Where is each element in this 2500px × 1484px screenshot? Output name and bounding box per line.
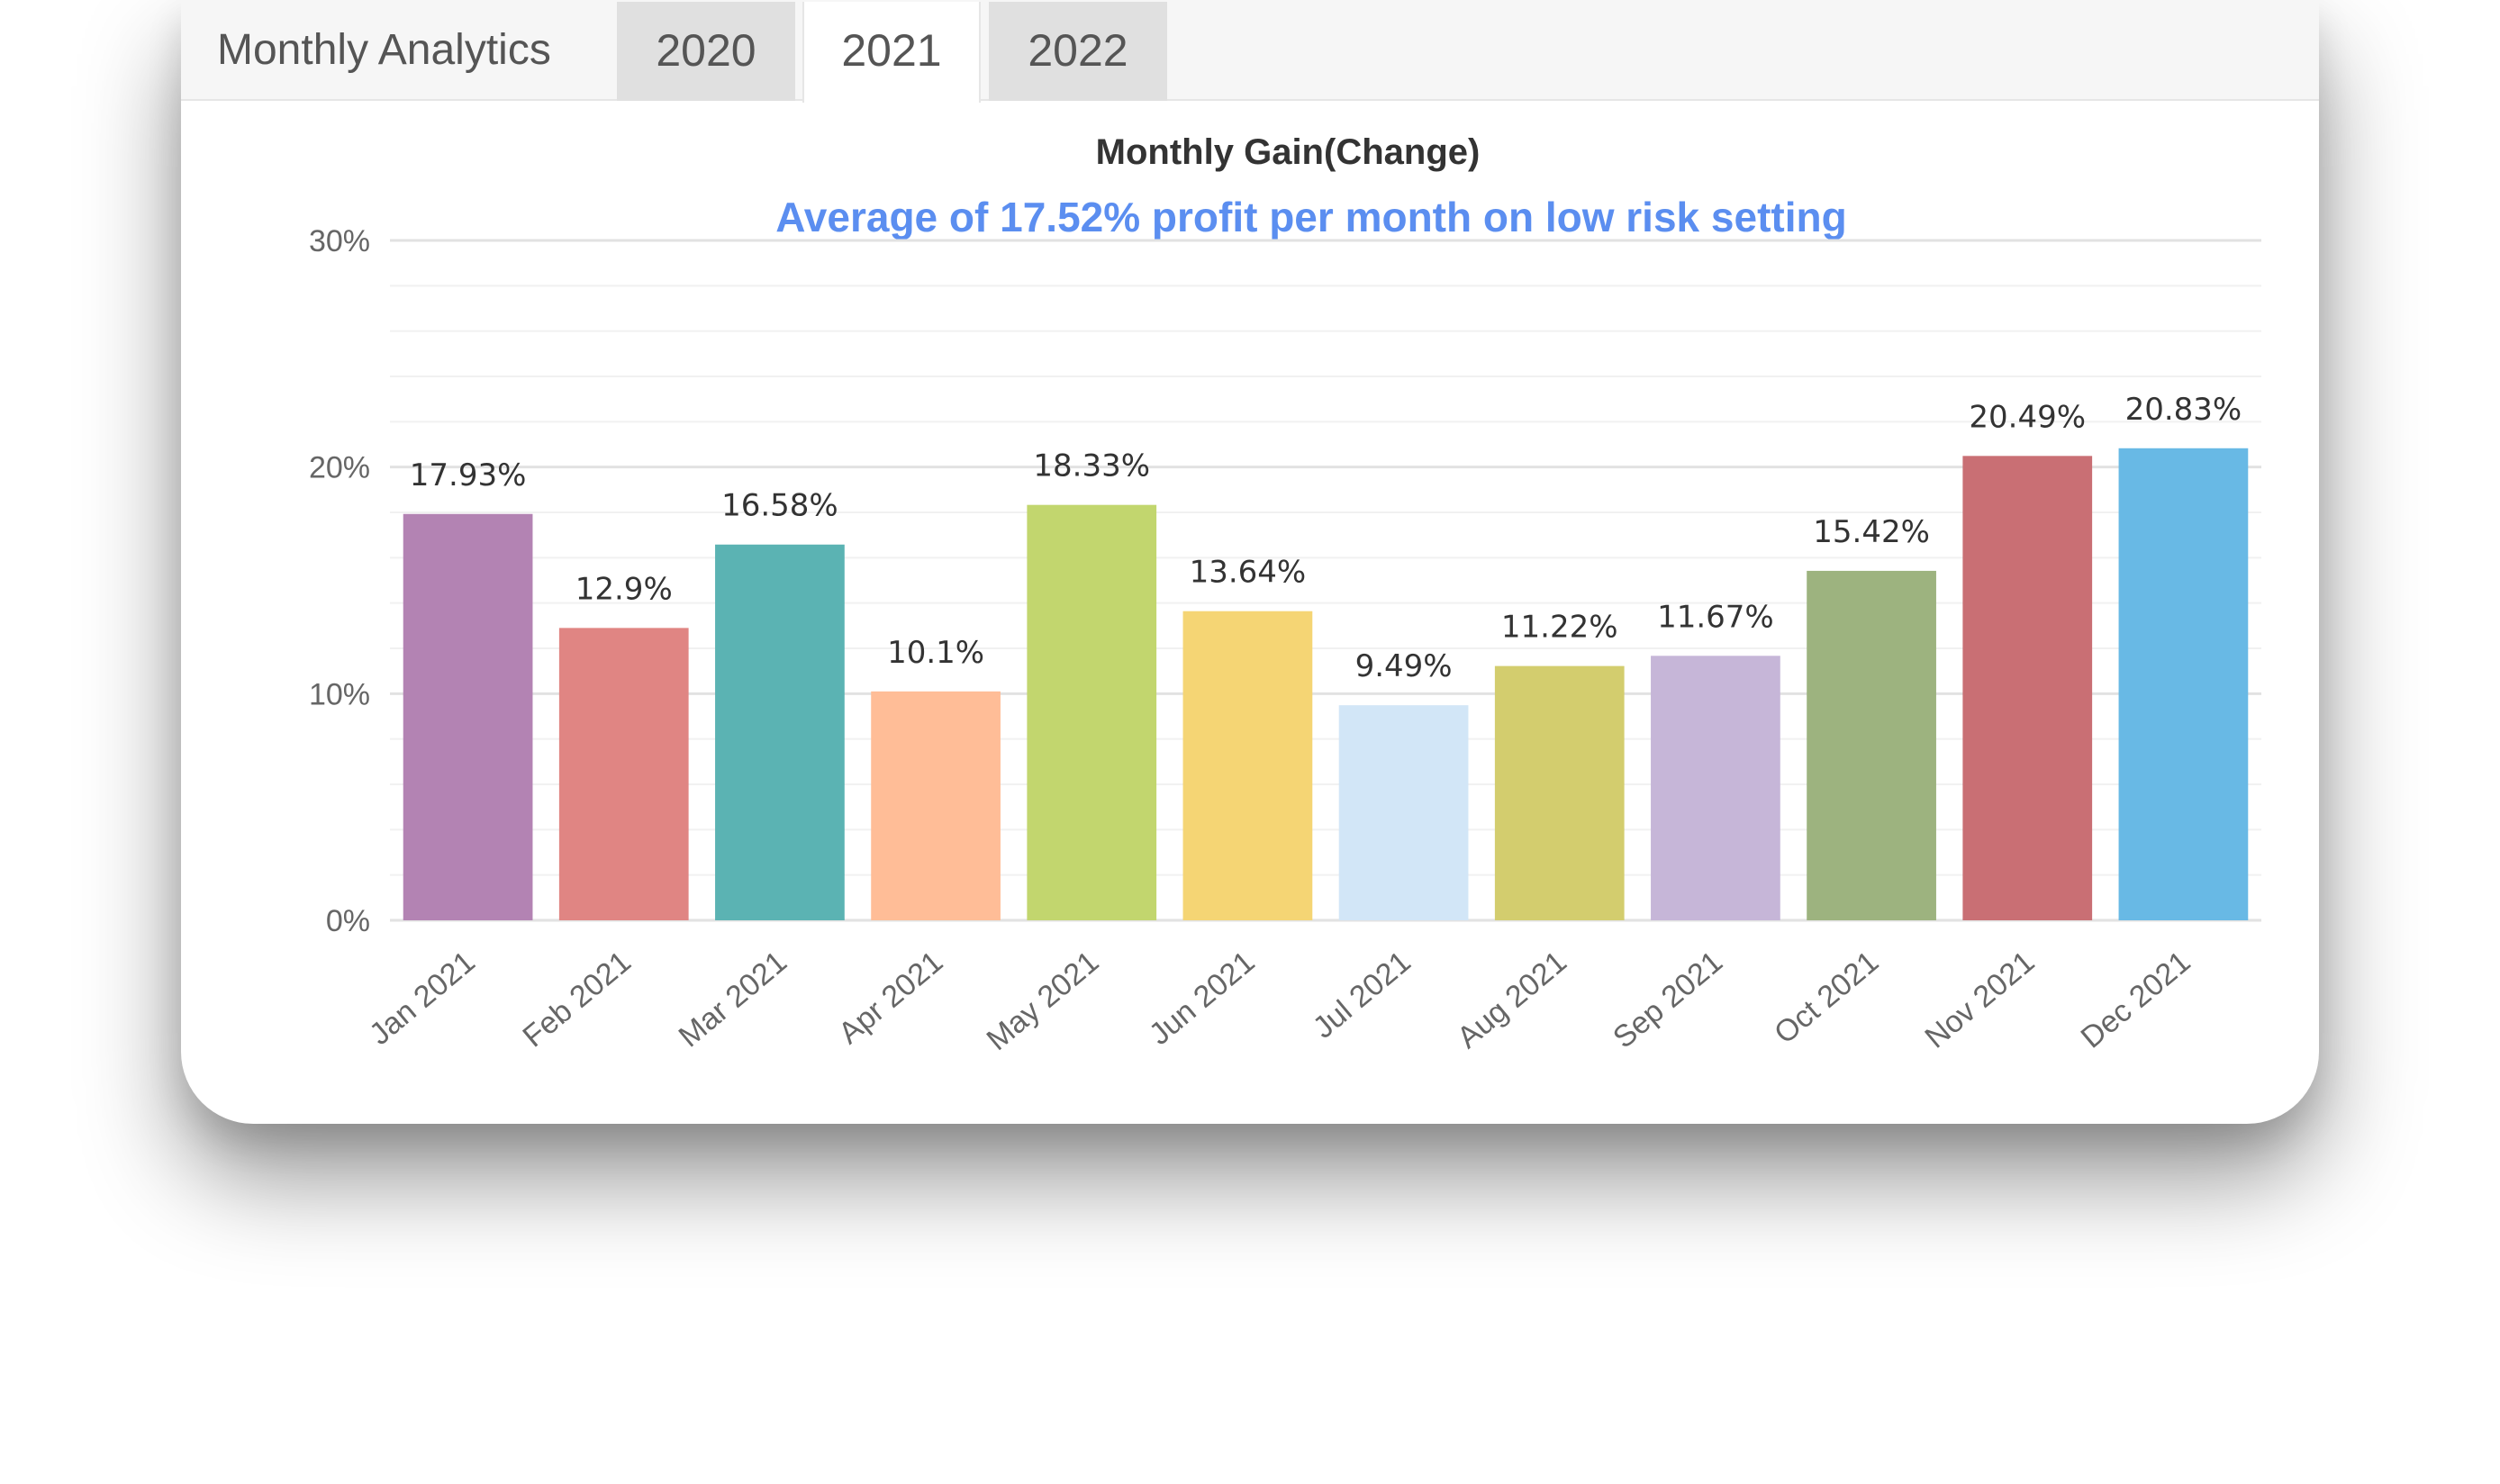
data-label: 13.64% xyxy=(1190,555,1307,591)
data-label: 20.83% xyxy=(2125,392,2242,428)
bar-mar-2021[interactable] xyxy=(715,544,845,920)
bar-oct-2021[interactable] xyxy=(1807,570,1936,920)
data-label: 10.1% xyxy=(887,635,984,671)
data-label: 11.22% xyxy=(1501,610,1618,646)
analytics-card: Monthly Analytics 2020 2021 2022 Monthly… xyxy=(181,0,2319,1124)
y-axis: 0% 10% 20% 30% xyxy=(309,224,370,938)
x-tick-label: Aug 2021 xyxy=(1451,945,1573,1055)
x-tick-label: Sep 2021 xyxy=(1607,945,1729,1055)
grid-lines xyxy=(390,239,2261,922)
x-tick-label: Dec 2021 xyxy=(2075,945,2197,1055)
bar-chart: Monthly Gain(Change) Average of 17.52% p… xyxy=(309,132,2261,1057)
bar-nov-2021[interactable] xyxy=(1962,456,2093,921)
x-tick-label: Jun 2021 xyxy=(1143,945,1262,1052)
chart-title: Monthly Gain(Change) xyxy=(1096,132,1481,172)
y-tick-label: 0% xyxy=(326,904,370,938)
panel-title: Monthly Analytics xyxy=(217,26,551,74)
data-label: 11.67% xyxy=(1657,599,1774,635)
x-tick-label: Oct 2021 xyxy=(1768,945,1885,1051)
x-tick-label: Jan 2021 xyxy=(363,945,482,1052)
data-label: 17.93% xyxy=(410,457,527,493)
data-labels: 17.93% 12.9% 16.58% 10.1% 18.33% 13.64% 9.49% 1… xyxy=(410,392,2242,684)
bars xyxy=(403,448,2249,921)
bar-dec-2021[interactable] xyxy=(2118,448,2249,920)
y-tick-label: 10% xyxy=(309,677,370,711)
bar-aug-2021[interactable] xyxy=(1494,665,1625,920)
x-tick-label: Feb 2021 xyxy=(516,945,637,1054)
bar-sep-2021[interactable] xyxy=(1651,656,1780,920)
data-label: 18.33% xyxy=(1033,448,1150,484)
x-axis: Jan 2021 Feb 2021 Mar 2021 Apr 2021 May 2021… xyxy=(363,945,2197,1057)
bar-jul-2021[interactable] xyxy=(1338,705,1469,920)
data-label: 12.9% xyxy=(575,571,673,607)
tab-2020[interactable]: 2020 xyxy=(617,2,795,101)
bar-may-2021[interactable] xyxy=(1027,504,1157,920)
bar-apr-2021[interactable] xyxy=(871,691,1001,920)
bar-jun-2021[interactable] xyxy=(1182,611,1313,920)
data-label: 16.58% xyxy=(721,488,838,524)
chart-subtitle: Average of 17.52% profit per month on lo… xyxy=(775,194,1846,240)
tab-2022[interactable]: 2022 xyxy=(989,2,1167,101)
x-tick-label: May 2021 xyxy=(981,945,1106,1057)
x-tick-label: Jul 2021 xyxy=(1307,945,1418,1045)
bar-jan-2021[interactable] xyxy=(403,513,533,920)
tab-bar: Monthly Analytics 2020 2021 2022 xyxy=(181,0,2319,103)
x-tick-label: Apr 2021 xyxy=(832,945,949,1051)
y-tick-label: 30% xyxy=(309,224,370,258)
data-label: 15.42% xyxy=(1813,514,1930,550)
data-label: 20.49% xyxy=(1969,399,2086,435)
tab-2021[interactable]: 2021 xyxy=(802,2,981,103)
y-tick-label: 20% xyxy=(309,451,370,485)
x-tick-label: Nov 2021 xyxy=(1918,945,2041,1055)
x-tick-label: Mar 2021 xyxy=(673,945,793,1054)
data-label: 9.49% xyxy=(1355,648,1453,684)
bar-feb-2021[interactable] xyxy=(558,628,689,920)
